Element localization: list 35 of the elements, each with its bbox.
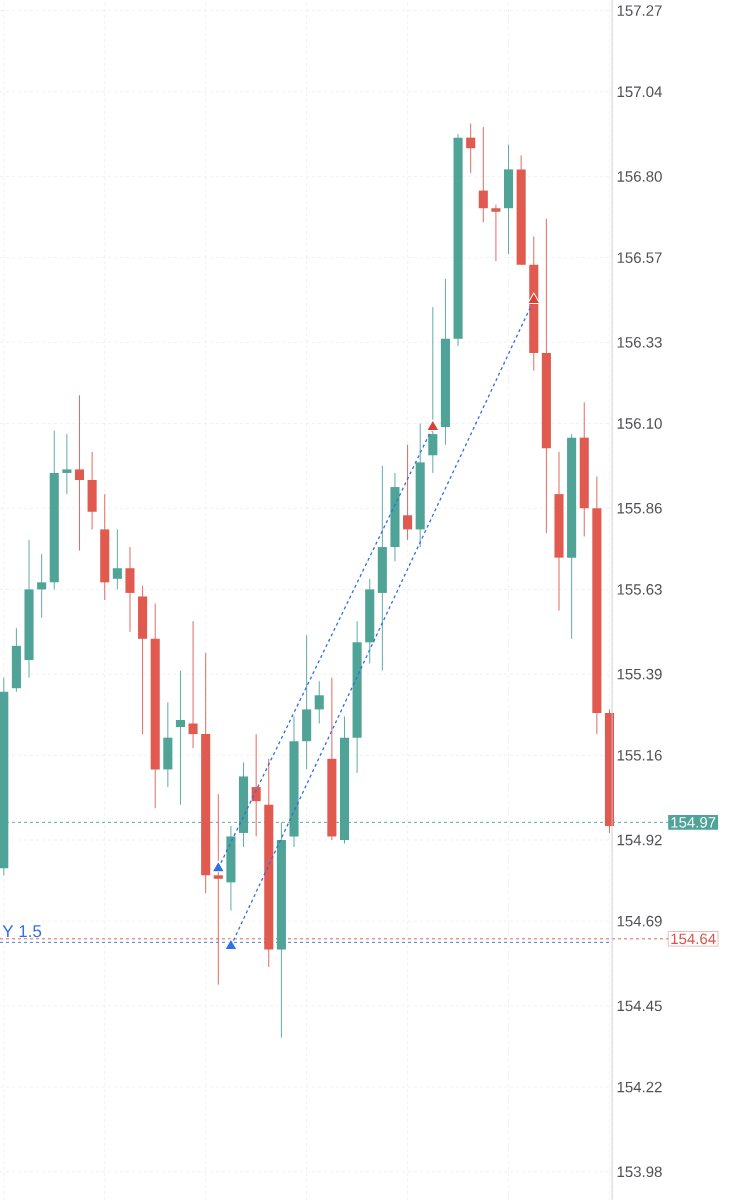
- y-tick-label: 156.80: [617, 171, 662, 182]
- candlestick: [62, 433, 72, 495]
- y-tick-label: 155.39: [617, 668, 662, 680]
- y-tick-label: 156.57: [617, 252, 662, 263]
- ref-line-label: 154.97: [671, 817, 716, 828]
- y-tick-label: 153.98: [617, 1166, 662, 1178]
- candlestick: [403, 444, 413, 541]
- y-tick-label: 154.45: [617, 1000, 662, 1012]
- y-tick-label: 155.16: [617, 749, 662, 761]
- ref-line-label: 154.64: [671, 933, 716, 945]
- point: [224, 938, 238, 950]
- y-tick-label: 155.63: [617, 584, 662, 595]
- candlestick: [112, 528, 122, 590]
- ref-line-label: Y 1.5: [2, 925, 42, 938]
- point: [527, 292, 541, 304]
- y-tick-label: 155.86: [617, 502, 662, 514]
- candlestick: [74, 394, 85, 552]
- point: [426, 419, 440, 432]
- candlestick: [251, 733, 261, 837]
- candlestick: [428, 306, 438, 474]
- y-tick-label: 154.92: [617, 834, 662, 846]
- candlestick: [491, 204, 501, 262]
- y-tick-label: 156.33: [617, 337, 662, 348]
- y-tick-label: 157.04: [617, 86, 662, 98]
- candlestick: [314, 680, 324, 724]
- candlestick: [188, 620, 198, 749]
- candlestick: [175, 670, 185, 806]
- candlestick: [466, 123, 476, 174]
- point: [211, 860, 225, 873]
- y-tick-label: 157.27: [617, 5, 662, 16]
- candlestick: [478, 126, 488, 223]
- y-tick-label: 154.22: [617, 1081, 662, 1093]
- y-tick-label: 156.10: [617, 418, 662, 429]
- y-tick-label: 154.69: [617, 915, 662, 927]
- candlestick: [37, 553, 47, 619]
